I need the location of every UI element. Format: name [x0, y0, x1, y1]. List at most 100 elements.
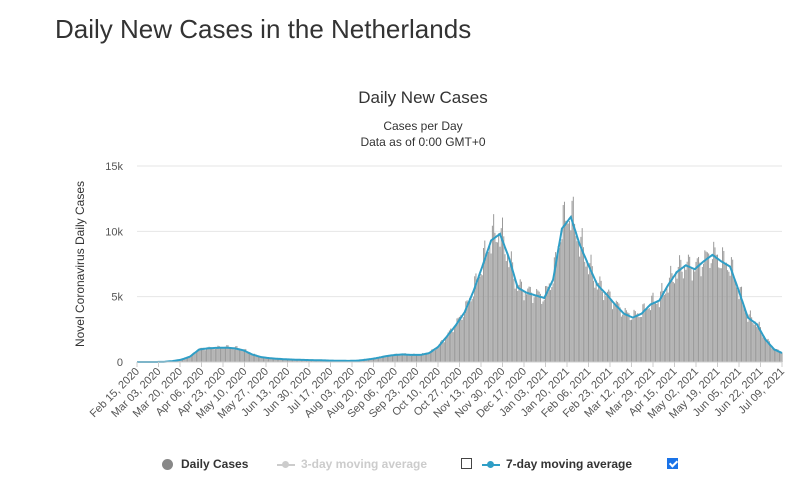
bar: [562, 205, 564, 362]
bar: [475, 273, 477, 362]
bar: [419, 355, 421, 362]
bar: [384, 356, 386, 362]
bar: [255, 354, 257, 362]
bar: [570, 230, 572, 362]
bar: [596, 289, 598, 362]
bar: [566, 220, 568, 362]
bar: [651, 295, 653, 362]
bar: [288, 359, 290, 362]
bar: [656, 303, 658, 362]
bar: [579, 256, 581, 362]
bar: [634, 311, 636, 362]
bar: [615, 300, 617, 362]
bar: [665, 293, 667, 362]
bar: [593, 280, 595, 362]
bar: [427, 353, 429, 362]
bar: [772, 347, 774, 362]
bar: [637, 313, 639, 362]
bar: [675, 271, 677, 362]
bar: [514, 288, 516, 362]
bar: [265, 357, 267, 362]
bar: [194, 352, 196, 362]
bar: [556, 255, 558, 362]
bar: [466, 300, 468, 362]
bar: [670, 265, 672, 362]
bar: [771, 348, 773, 362]
bar: [767, 338, 769, 362]
bar: [524, 292, 526, 362]
bar: [732, 259, 734, 362]
bar: [609, 291, 611, 362]
bar: [440, 341, 442, 362]
bar: [283, 359, 285, 362]
bar: [682, 278, 684, 362]
bar: [589, 263, 591, 362]
bar: [232, 348, 234, 362]
bar: [718, 267, 720, 362]
chart-subtitle-line-1: Cases per Day: [383, 119, 462, 133]
bar: [531, 292, 533, 362]
bar: [719, 268, 721, 362]
bar: [254, 353, 256, 362]
legend-item-3-day-average[interactable]: 3-day moving average: [277, 453, 427, 475]
legend-item-7-day-average[interactable]: 7-day moving average: [482, 453, 632, 475]
checkbox-3-day-average[interactable]: [461, 458, 472, 469]
bar: [452, 332, 454, 362]
bar: [450, 328, 452, 362]
bar: [710, 263, 712, 362]
bar: [496, 242, 498, 362]
bar: [499, 246, 501, 362]
bar: [221, 347, 223, 362]
bar: [413, 353, 415, 362]
y-axis-ticks: 0 5k 10k 15k: [105, 161, 123, 369]
y-tick-label: 15k: [105, 161, 123, 173]
legend-item-daily-cases[interactable]: Daily Cases: [162, 453, 248, 475]
bar: [574, 223, 576, 362]
bar: [231, 348, 233, 362]
bar: [617, 301, 619, 362]
bar: [426, 354, 428, 362]
bar: [414, 354, 416, 362]
bar: [653, 301, 655, 362]
bar: [601, 291, 603, 362]
bar: [502, 217, 503, 362]
bar: [271, 357, 273, 362]
bar: [285, 359, 287, 362]
bar: [671, 273, 673, 362]
bar: [776, 348, 778, 362]
bar: [251, 355, 253, 362]
bar: [222, 348, 224, 362]
bar: [733, 276, 735, 362]
bar: [513, 278, 515, 362]
bar: [691, 280, 693, 362]
bar: [582, 247, 584, 362]
bar: [408, 355, 410, 362]
bar: [684, 264, 686, 362]
bar: [768, 341, 770, 362]
bar: [608, 289, 610, 362]
bar: [257, 356, 259, 362]
bar: [662, 290, 664, 362]
bar: [390, 355, 392, 362]
y-axis-label: Novel Coronavirus Daily Cases: [73, 181, 87, 347]
bar: [522, 291, 524, 362]
bar: [460, 315, 462, 362]
line-7-day-average: [137, 214, 783, 363]
bar: [469, 297, 471, 362]
bar: [189, 356, 191, 362]
bar: [184, 357, 186, 362]
bar: [407, 354, 409, 362]
bar: [758, 321, 760, 362]
bar: [201, 347, 202, 362]
bar: [515, 281, 517, 362]
bar: [667, 292, 669, 362]
bar: [279, 358, 281, 362]
bar: [700, 276, 702, 362]
checkbox-7-day-average[interactable]: [667, 458, 678, 469]
bar: [489, 245, 491, 362]
bar: [246, 351, 248, 362]
bar: [459, 316, 460, 362]
bar: [728, 271, 730, 362]
bar: [281, 358, 283, 362]
